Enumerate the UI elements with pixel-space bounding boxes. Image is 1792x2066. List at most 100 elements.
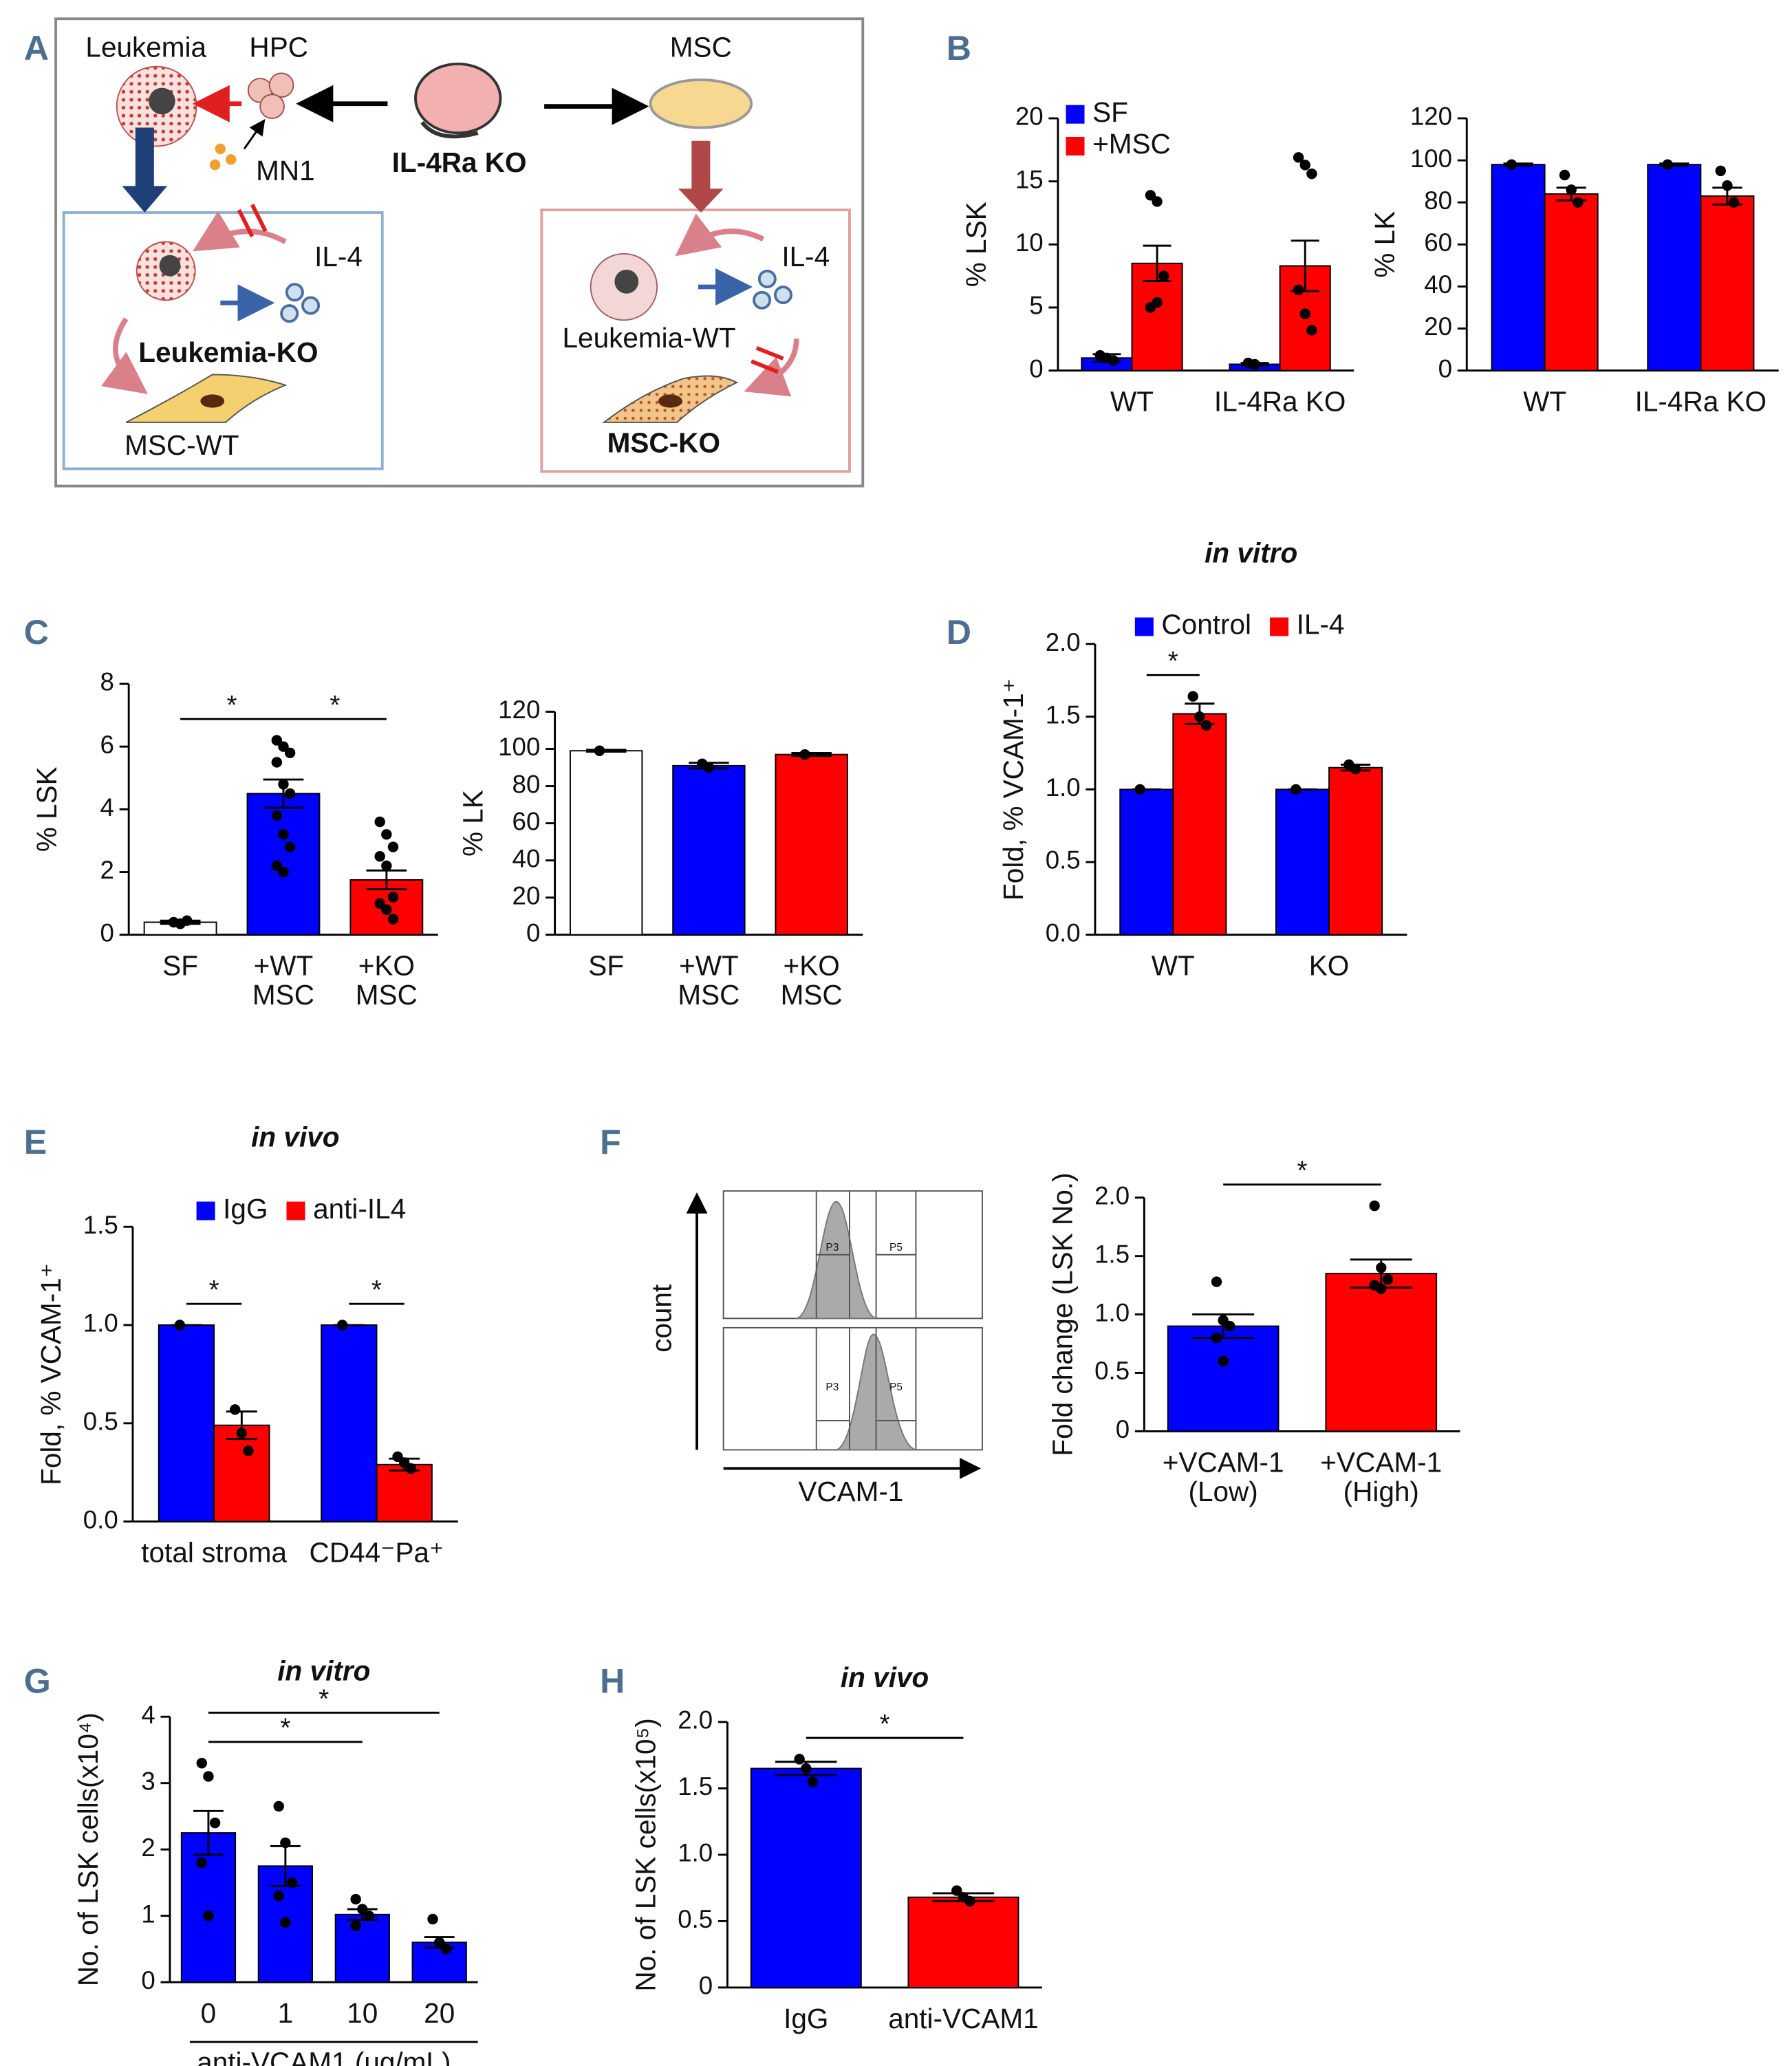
significance-label: * [280, 1714, 290, 1743]
data-point [1211, 1332, 1222, 1344]
nucleus [200, 394, 225, 408]
y-tick-label: 120 [498, 696, 540, 724]
y-tick-label: 0.5 [678, 1905, 713, 1933]
data-point [236, 1428, 248, 1439]
data-point [1145, 190, 1156, 201]
x-tick-label: IL-4Ra KO [1214, 386, 1346, 418]
y-tick-label: 100 [498, 733, 540, 761]
significance-label: * [227, 691, 237, 720]
down-arrow [122, 127, 168, 213]
arrow [243, 119, 266, 150]
data-point [280, 1837, 291, 1849]
x-tick-label: IgG [784, 2003, 828, 2034]
data-point [1728, 197, 1740, 208]
y-tick-label: 1.0 [1046, 773, 1081, 801]
y-axis-label: No. of LSK cells(x10⁴) [72, 1712, 104, 1986]
mouse [414, 62, 502, 135]
significance-label: * [1297, 1156, 1307, 1186]
y-tick-label: 2 [100, 856, 114, 884]
y-tick-label: 10 [1015, 228, 1044, 257]
y-tick-label: 1.0 [678, 1839, 713, 1867]
x-axis-label: anti-VCAM1 (ug/mL) [197, 2047, 451, 2066]
data-point [1293, 152, 1304, 163]
data-point [209, 1817, 221, 1829]
y-tick-label: 20 [1424, 312, 1452, 341]
y-tick-label: 1.5 [1094, 1240, 1130, 1268]
data-point [1382, 1273, 1394, 1285]
x-tick-label: SF [162, 950, 198, 982]
data-point [1293, 284, 1304, 296]
bar [775, 753, 848, 936]
x-tick-label: 0 [201, 1997, 217, 2029]
data-point [278, 829, 289, 840]
x-tick-label: (Low) [1188, 1476, 1257, 1507]
diagram-label: Leukemia [85, 31, 206, 63]
y-tick-label: 4 [141, 1701, 155, 1729]
bar [1328, 766, 1383, 936]
data-point [374, 898, 385, 909]
y-tick-label: 2 [141, 1833, 155, 1862]
panel-letter: A [24, 29, 49, 67]
data-point [801, 1763, 812, 1774]
bar [907, 1896, 1019, 1988]
nucleus [159, 255, 181, 277]
y-axis-label: No. of LSK cells(x10⁵) [629, 1718, 661, 1991]
chart-title: in vivo [251, 1121, 339, 1153]
data-point [1187, 691, 1198, 702]
data-point [182, 915, 193, 926]
legend-swatch [1066, 137, 1085, 156]
y-tick-label: 0 [1116, 1415, 1130, 1443]
bar [1700, 195, 1755, 372]
data-point [1299, 160, 1310, 171]
error-bar [1143, 244, 1172, 282]
gate-lines [815, 1327, 917, 1450]
y-tick-label: 1.0 [83, 1309, 118, 1337]
diagram-label: Leukemia-WT [563, 322, 736, 354]
legend-swatch [1066, 105, 1085, 124]
data-point [427, 1913, 438, 1925]
legend-label: Control [1161, 609, 1251, 641]
bar [1119, 788, 1174, 936]
data-point [381, 904, 392, 915]
curved-arrow [193, 211, 287, 252]
data-point [203, 1910, 214, 1922]
error-bar [193, 1809, 224, 1856]
diagram-label: MSC-KO [607, 427, 720, 458]
chart-title: in vitro [1205, 537, 1297, 569]
y-tick-label: 40 [512, 844, 541, 872]
data-point [1200, 720, 1212, 731]
legend-label: SF [1092, 96, 1128, 128]
x-tick-label: anti-VCAM1 [888, 2003, 1038, 2034]
data-point [286, 1877, 298, 1889]
x-tick-label: WT [1152, 950, 1195, 982]
y-tick-label: 100 [1410, 144, 1452, 173]
significance-label: * [330, 691, 340, 720]
x-tick-label: +WT [254, 950, 314, 982]
significance-label: * [371, 1276, 382, 1305]
diagram-label: IL-4 [781, 241, 830, 272]
data-point [243, 1445, 254, 1456]
legend-label: anti-IL4 [313, 1193, 406, 1225]
data-point [278, 779, 289, 790]
data-point [387, 892, 399, 903]
data-point [1715, 165, 1726, 177]
gate-label: P5 [889, 1242, 903, 1253]
mn1-vector [215, 143, 226, 155]
bar [1172, 713, 1227, 936]
diagram-label: Leukemia-KO [138, 336, 318, 368]
significance-label: * [319, 1684, 329, 1714]
y-axis-label: Fold change (LSK No.) [1046, 1173, 1078, 1456]
panel-letter: H [600, 1661, 625, 1700]
data-point [284, 841, 296, 852]
bar [376, 1463, 433, 1522]
chart-title: in vivo [841, 1661, 929, 1693]
y-tick-label: 20 [512, 881, 541, 910]
data-point [1559, 169, 1570, 181]
bar [321, 1324, 378, 1522]
block-mark [751, 346, 784, 374]
data-point [1152, 297, 1163, 308]
y-tick-label: 1 [141, 1900, 155, 1928]
data-point [284, 788, 296, 799]
data-point [794, 1754, 805, 1765]
bar [1325, 1273, 1438, 1432]
